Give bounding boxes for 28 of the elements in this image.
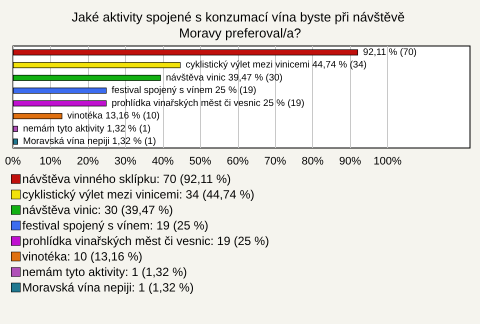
legend-label: vinotéka: 10 (13,16 %) [22, 250, 142, 264]
x-tick-label: 100% [374, 156, 402, 168]
chart-title: Jaké aktivity spojené s konzumací vína byste při návštěvě Moravy preferoval/a? [72, 10, 408, 40]
data-label: festival spojený s vínem 25 % (19) [112, 85, 256, 96]
data-label: 92,11 % (70) [363, 46, 417, 58]
data-label: prohlídka vinařských měst či vesnic 25 % (19) [112, 98, 304, 109]
legend-label: nemám tyto aktivity: 1 (1,32 %) [22, 265, 188, 279]
x-tick-label: 40% [152, 156, 174, 168]
x-tick-label: 10% [39, 156, 62, 168]
legend-label: cyklistický výlet mezi vinicemi: 34 (44,74 %) [22, 188, 254, 202]
x-tick-label: 80% [302, 156, 324, 168]
data-label: cyklistický výlet mezi vinicemi 44,74 % (34) [186, 60, 367, 71]
legend-label: návštěva vinného sklípku: 70 (92,11 %) [22, 172, 231, 186]
legend-label: návštěva vinic: 30 (39,47 %) [22, 203, 174, 217]
x-tick-label: 30% [114, 156, 137, 168]
data-label: vinotéka 13,16 % (10) [67, 110, 160, 122]
x-tick-label: 20% [76, 156, 100, 168]
data-label: nemám tyto aktivity 1,32 % (1) [22, 123, 151, 134]
x-tick-label: 90% [339, 156, 362, 168]
legend-label: prohlídka vinařských měst či vesnic: 19 (25 %) [22, 234, 270, 248]
x-tick-label: 50% [189, 156, 212, 168]
x-tick-label: 0% [5, 156, 22, 168]
x-tick-label: 70% [264, 156, 286, 168]
data-label: návštěva vinic 39,47 % (30) [166, 72, 283, 84]
legend-label: festival spojený s vínem: 19 (25 %) [22, 218, 208, 232]
legend-label: Moravská vína nepiji: 1 (1,32 %) [22, 280, 194, 294]
x-tick-label: 60% [226, 156, 249, 168]
data-label: Moravská vína nepiji 1,32 % (1) [22, 136, 156, 148]
